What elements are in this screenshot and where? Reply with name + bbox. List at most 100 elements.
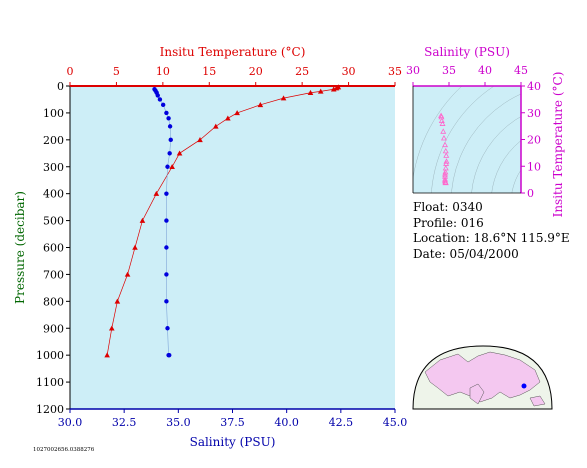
temperature-point [212, 123, 219, 129]
salinity-point [164, 110, 169, 116]
salinity-tick-label: 45.0 [383, 416, 408, 429]
temperature-point [330, 86, 337, 92]
ts-temperature-tick-label: 20 [527, 134, 541, 147]
salinity-tick-label: 30.0 [58, 416, 83, 429]
ts-point [443, 160, 450, 166]
temperature-point [169, 163, 175, 169]
date: Date: 05/04/2000 [413, 246, 519, 261]
pressure-tick-label: 600 [43, 242, 64, 255]
pressure-tick-label: 400 [43, 188, 64, 201]
salinity-point [164, 245, 169, 250]
temperature-axis-title: Insitu Temperature (°C) [160, 45, 306, 59]
map-landmass [469, 383, 485, 405]
ts-temperature-tick-label: 10 [527, 160, 541, 173]
temperature-point [153, 190, 160, 196]
pressure-tick-label: 1200 [36, 403, 64, 416]
ts-plot-area [413, 86, 521, 193]
temperature-tick-label: 10 [156, 65, 170, 78]
density-contour [511, 169, 521, 193]
temperature-tick-label: 15 [202, 65, 216, 78]
pressure-tick-label: 0 [57, 80, 64, 93]
float-info: Float: 0340 Profile: 016 Location: 18.6°… [413, 200, 570, 262]
pressure-axis-title: Pressure (decibar) [13, 191, 27, 304]
pressure-tick-label: 900 [43, 322, 64, 335]
ts-point [443, 152, 450, 158]
salinity-point [164, 299, 169, 304]
pressure-tick-label: 800 [43, 295, 64, 308]
map-landmass [529, 395, 546, 407]
salinity-point [168, 137, 173, 143]
salinity-tick-label: 42.5 [329, 416, 354, 429]
ts-point [443, 158, 450, 164]
temperature-point [225, 115, 231, 121]
temperature-tick-label: 5 [113, 65, 120, 78]
float-id: Float: 0340 [413, 200, 483, 214]
temperature-tick-label: 0 [67, 65, 74, 78]
profile-number: Profile: 016 [413, 215, 484, 230]
map-landmass [424, 351, 541, 403]
temperature-point [139, 217, 146, 223]
temperature-point [176, 150, 183, 156]
ts-temperature-axis-title: Insitu Temperature (°C) [551, 72, 565, 218]
temperature-tick-label: 30 [342, 65, 356, 78]
salinity-point [164, 272, 169, 277]
ts-salinity-tick-label: 35 [442, 64, 456, 77]
ts-point [442, 141, 449, 148]
temperature-point [132, 244, 138, 250]
salinity-point [166, 116, 171, 121]
density-contour [431, 86, 495, 193]
salinity-point [155, 93, 160, 98]
pressure-tick-label: 1000 [36, 349, 64, 362]
salinity-point [167, 124, 173, 129]
ts-salinity-tick-label: 45 [514, 64, 528, 77]
ts-point [442, 179, 449, 186]
ts-salinity-tick-label: 40 [478, 64, 492, 77]
ts-point [440, 135, 447, 141]
temperature-point [114, 298, 121, 304]
temperature-point [280, 95, 287, 101]
density-contour [413, 86, 463, 180]
temperature-tick-label: 20 [249, 65, 263, 78]
location: Location: 18.6°N 115.9°E [413, 231, 570, 245]
density-contour [491, 140, 521, 193]
density-contour [451, 93, 521, 193]
pressure-tick-label: 100 [43, 107, 64, 120]
density-contours [413, 86, 521, 193]
salinity-point [167, 352, 172, 358]
temperature-tick-label: 35 [388, 65, 402, 78]
main-plot-area [70, 86, 395, 409]
pressure-tick-label: 1100 [36, 376, 64, 389]
salinity-tick-label: 40.0 [274, 416, 299, 429]
temperature-point [307, 89, 314, 95]
temperature-point [108, 325, 115, 331]
temperature-tick-label: 25 [295, 65, 309, 78]
pressure-tick-label: 500 [43, 215, 64, 228]
salinity-axis-title: Salinity (PSU) [190, 435, 276, 449]
temperature-point [257, 102, 264, 108]
pressure-tick-label: 700 [43, 268, 64, 281]
salinity-tick-label: 37.5 [220, 416, 245, 429]
ts-point [440, 128, 447, 134]
salinity-point [160, 102, 166, 108]
salinity-point [165, 164, 170, 169]
salinity-point [164, 218, 169, 223]
temperature-point [124, 271, 131, 277]
pressure-tick-label: 200 [43, 134, 64, 147]
salinity-tick-label: 32.5 [112, 416, 137, 429]
ts-salinity-axis-title: Salinity (PSU) [424, 45, 510, 59]
pressure-tick-label: 300 [43, 161, 64, 174]
ts-point [442, 171, 449, 177]
salinity-point [164, 191, 169, 196]
ts-salinity-tick-label: 30 [406, 64, 420, 77]
ts-temperature-tick-label: 30 [527, 107, 541, 120]
salinity-point [165, 326, 170, 331]
temperature-profile-line [106, 86, 339, 356]
salinity-tick-label: 35.0 [166, 416, 191, 429]
ts-temperature-tick-label: 0 [527, 187, 534, 200]
salinity-point [167, 151, 172, 156]
footer-id: 1027002656.0388276 [33, 447, 95, 453]
ts-point [439, 120, 446, 126]
float-location-marker [521, 383, 527, 389]
temperature-point [197, 137, 203, 143]
